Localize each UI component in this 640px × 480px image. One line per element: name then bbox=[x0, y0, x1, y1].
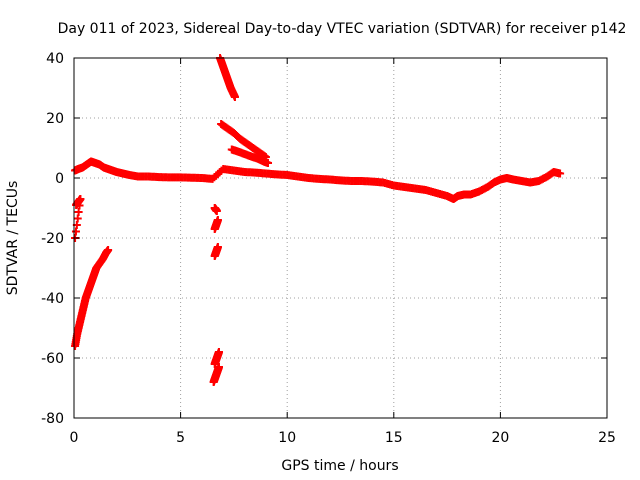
y-tick-label: 40 bbox=[46, 51, 64, 67]
x-tick-label: 5 bbox=[176, 430, 185, 446]
x-axis-label: GPS time / hours bbox=[281, 458, 398, 474]
data-point bbox=[214, 348, 223, 356]
series-arc-6 bbox=[210, 243, 222, 260]
data-point bbox=[212, 207, 221, 215]
chart-title: Day 011 of 2023, Sidereal Day-to-day VTE… bbox=[58, 21, 627, 37]
series-lower-branch bbox=[71, 246, 113, 350]
y-tick-label: -80 bbox=[41, 411, 64, 427]
series-arc-5 bbox=[210, 216, 222, 233]
data-point bbox=[230, 93, 239, 101]
plot-border bbox=[73, 57, 608, 419]
data-point bbox=[264, 159, 273, 167]
grid bbox=[74, 58, 607, 418]
y-tick-label: -20 bbox=[41, 231, 64, 247]
data-point bbox=[556, 169, 565, 178]
series-arc-8 bbox=[209, 363, 223, 386]
series-arc-3 bbox=[227, 145, 273, 167]
series-arc-7 bbox=[210, 348, 223, 368]
series-main-trend bbox=[71, 157, 565, 203]
y-tick-label: -40 bbox=[41, 291, 64, 307]
data-point bbox=[213, 216, 222, 224]
data-point bbox=[213, 243, 222, 251]
y-axis-label: SDTVAR / TECUs bbox=[5, 181, 21, 296]
series-early-fragments bbox=[71, 195, 85, 242]
data-point bbox=[104, 246, 113, 254]
x-tick-label: 0 bbox=[70, 430, 79, 446]
x-tick-label: 20 bbox=[491, 430, 509, 446]
data-point bbox=[214, 363, 223, 371]
data-points bbox=[71, 54, 565, 386]
x-tick-label: 25 bbox=[598, 430, 616, 446]
x-tick-label: 10 bbox=[278, 430, 296, 446]
axis-ticks: 0 5 10 15 20 25 -80 -60 -40 -20 0 20 40 bbox=[41, 51, 616, 446]
x-tick-label: 15 bbox=[385, 430, 403, 446]
y-tick-label: -60 bbox=[41, 351, 64, 367]
y-tick-label: 0 bbox=[55, 171, 64, 187]
series-arc-1 bbox=[216, 54, 239, 101]
series-arc-4 bbox=[210, 204, 221, 215]
y-tick-label: 20 bbox=[46, 111, 64, 127]
